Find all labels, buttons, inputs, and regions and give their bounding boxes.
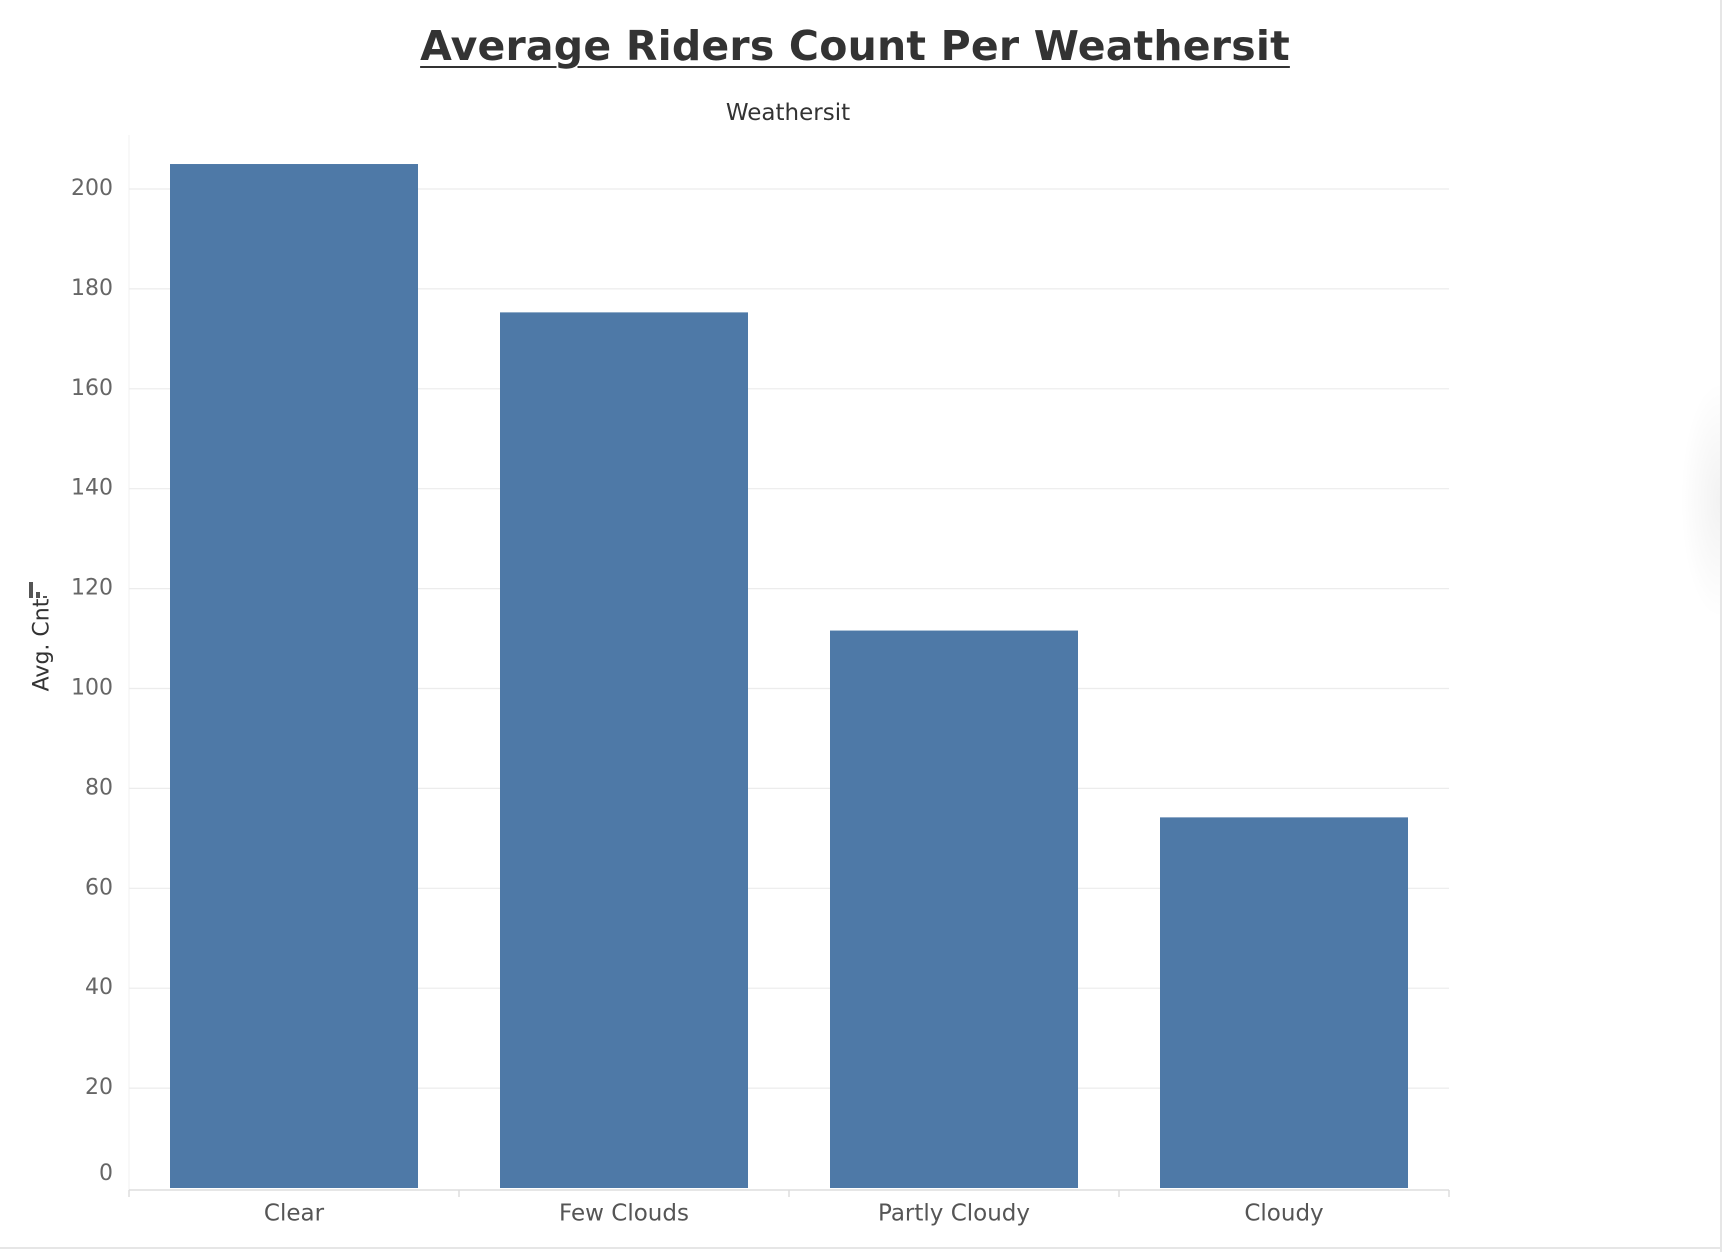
bar [830,630,1078,1188]
x-tick-label: Partly Cloudy [878,1201,1030,1227]
pane-border-right [1720,0,1722,1252]
y-tick-label: 40 [85,975,113,1000]
y-tick-label: 160 [71,376,113,401]
scroll-edge-shadow [1680,380,1720,620]
pane-border-bottom [0,1247,1722,1249]
y-tick-label: 200 [71,176,113,201]
bar [170,164,418,1188]
bar [500,312,748,1189]
sort-descending-icon[interactable] [28,582,50,604]
y-tick-label: 0 [99,1161,113,1186]
y-tick-label: 140 [71,476,113,501]
y-tick-label: 100 [71,676,113,701]
y-tick-label: 120 [71,576,113,601]
chart-title: Average Riders Count Per Weathersit [420,22,1290,70]
column-header-label: Weathersit [725,100,851,126]
x-tick-label: Few Clouds [559,1201,689,1227]
y-tick-label: 180 [71,276,113,301]
bar [1160,817,1408,1188]
x-tick-label: Cloudy [1244,1201,1323,1227]
y-tick-label: 60 [85,875,113,900]
y-tick-label: 80 [85,775,113,800]
y-tick-label: 20 [85,1075,113,1100]
x-tick-label: Clear [264,1201,325,1227]
